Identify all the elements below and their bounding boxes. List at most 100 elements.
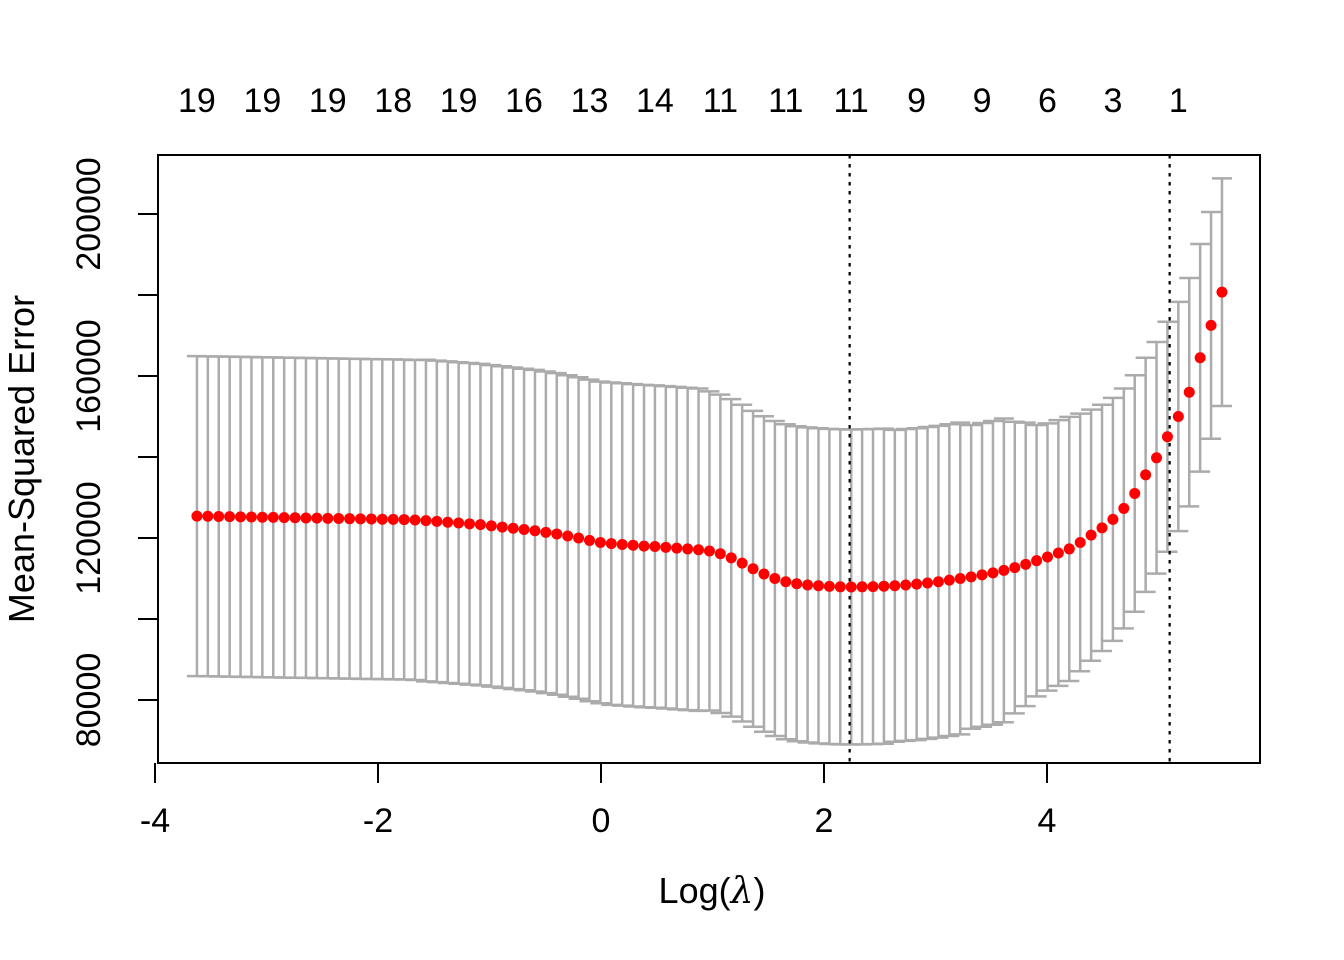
plot-border-box bbox=[157, 154, 1261, 764]
mse-points-layer bbox=[191, 286, 1228, 593]
mse-point bbox=[1020, 558, 1032, 570]
mse-point bbox=[1031, 555, 1043, 567]
mse-point bbox=[551, 528, 563, 540]
mse-point bbox=[333, 512, 345, 524]
mse-point bbox=[474, 519, 486, 531]
mse-point bbox=[1063, 543, 1075, 555]
mse-point bbox=[693, 544, 705, 556]
mse-point bbox=[267, 511, 279, 523]
mse-point bbox=[354, 513, 366, 525]
mse-point bbox=[224, 511, 236, 523]
mse-point bbox=[485, 520, 497, 532]
mse-point bbox=[431, 515, 443, 527]
mse-point bbox=[387, 513, 399, 525]
y-axis-tick-label: 80000 bbox=[70, 653, 108, 748]
y-axis-tick-label: 120000 bbox=[70, 481, 108, 594]
mse-point bbox=[725, 552, 737, 564]
y-axis-tick-label: 160000 bbox=[70, 319, 108, 432]
mse-point bbox=[867, 581, 879, 593]
mse-point bbox=[1118, 502, 1130, 514]
mse-point bbox=[802, 579, 814, 591]
top-axis-nonzero-count: 19 bbox=[440, 82, 478, 120]
mse-point bbox=[1096, 522, 1108, 534]
mse-point bbox=[856, 581, 868, 593]
mse-point bbox=[1074, 536, 1086, 548]
x-axis-tick-label: -2 bbox=[363, 802, 393, 840]
mse-point bbox=[932, 576, 944, 588]
mse-point bbox=[911, 578, 923, 590]
mse-point bbox=[235, 511, 247, 523]
mse-point bbox=[322, 512, 334, 524]
mse-point bbox=[289, 512, 301, 524]
x-axis-tick-label: -4 bbox=[140, 802, 170, 840]
mse-point bbox=[365, 513, 377, 525]
top-axis-nonzero-count: 19 bbox=[178, 82, 216, 120]
mse-point bbox=[540, 526, 552, 538]
mse-point bbox=[638, 540, 650, 552]
mse-point bbox=[1172, 411, 1184, 422]
mse-point bbox=[202, 510, 214, 522]
top-axis-nonzero-count: 11 bbox=[703, 82, 738, 120]
mse-point bbox=[409, 514, 421, 526]
error-bars-layer bbox=[186, 177, 1232, 746]
top-axis-nonzero-count: 16 bbox=[505, 82, 543, 120]
mse-point bbox=[311, 512, 323, 524]
top-axis-nonzero-count: 13 bbox=[571, 82, 609, 120]
lambda-vlines-layer bbox=[848, 155, 1171, 763]
mse-point bbox=[1205, 319, 1217, 331]
mse-point bbox=[453, 517, 465, 529]
mse-point bbox=[682, 543, 694, 555]
top-axis-nonzero-count: 11 bbox=[834, 82, 869, 120]
mse-point bbox=[278, 512, 290, 524]
mse-point bbox=[660, 541, 672, 553]
top-axis-nonzero-count: 14 bbox=[636, 82, 674, 120]
mse-point bbox=[583, 534, 595, 546]
mse-point bbox=[213, 510, 225, 522]
mse-point bbox=[747, 563, 759, 575]
mse-point bbox=[922, 577, 934, 589]
mse-point bbox=[965, 571, 977, 583]
mse-point bbox=[900, 579, 912, 591]
mse-point bbox=[758, 568, 770, 580]
mse-point bbox=[736, 557, 748, 569]
mse-point bbox=[649, 541, 661, 553]
mse-point bbox=[496, 521, 508, 533]
mse-point bbox=[616, 538, 628, 550]
mse-point bbox=[834, 581, 846, 593]
mse-point bbox=[1194, 352, 1206, 364]
mse-point bbox=[823, 580, 835, 592]
mse-point bbox=[594, 536, 606, 548]
mse-point bbox=[1009, 562, 1021, 574]
top-axis-nonzero-count: 18 bbox=[374, 82, 412, 120]
x-axis-tick-label: 4 bbox=[1038, 802, 1057, 840]
mse-point bbox=[507, 522, 519, 534]
mse-point bbox=[954, 573, 966, 584]
top-axis-nonzero-count: 19 bbox=[309, 82, 347, 120]
mse-point bbox=[769, 573, 781, 584]
mse-point bbox=[1151, 452, 1163, 464]
mse-point bbox=[812, 580, 824, 592]
mse-point bbox=[791, 578, 803, 590]
mse-point bbox=[998, 564, 1010, 576]
mse-point bbox=[605, 538, 617, 550]
mse-point bbox=[256, 511, 268, 523]
mse-point bbox=[1161, 431, 1173, 443]
top-axis-nonzero-count: 9 bbox=[907, 82, 926, 120]
mse-point bbox=[398, 514, 410, 526]
mse-point bbox=[780, 576, 792, 588]
mse-point bbox=[878, 580, 890, 592]
mse-point bbox=[344, 513, 356, 525]
x-axis-label: Log(λ) bbox=[659, 870, 766, 912]
mse-point bbox=[703, 545, 715, 557]
mse-point bbox=[1216, 286, 1228, 298]
mse-point bbox=[464, 518, 476, 530]
x-axis-tick-label: 0 bbox=[592, 802, 611, 840]
mse-point bbox=[300, 512, 312, 524]
mse-point bbox=[1183, 386, 1195, 398]
x-axis-tick-label: 2 bbox=[815, 802, 834, 840]
top-axis-nonzero-count: 19 bbox=[243, 82, 281, 120]
mse-point bbox=[1052, 547, 1064, 559]
